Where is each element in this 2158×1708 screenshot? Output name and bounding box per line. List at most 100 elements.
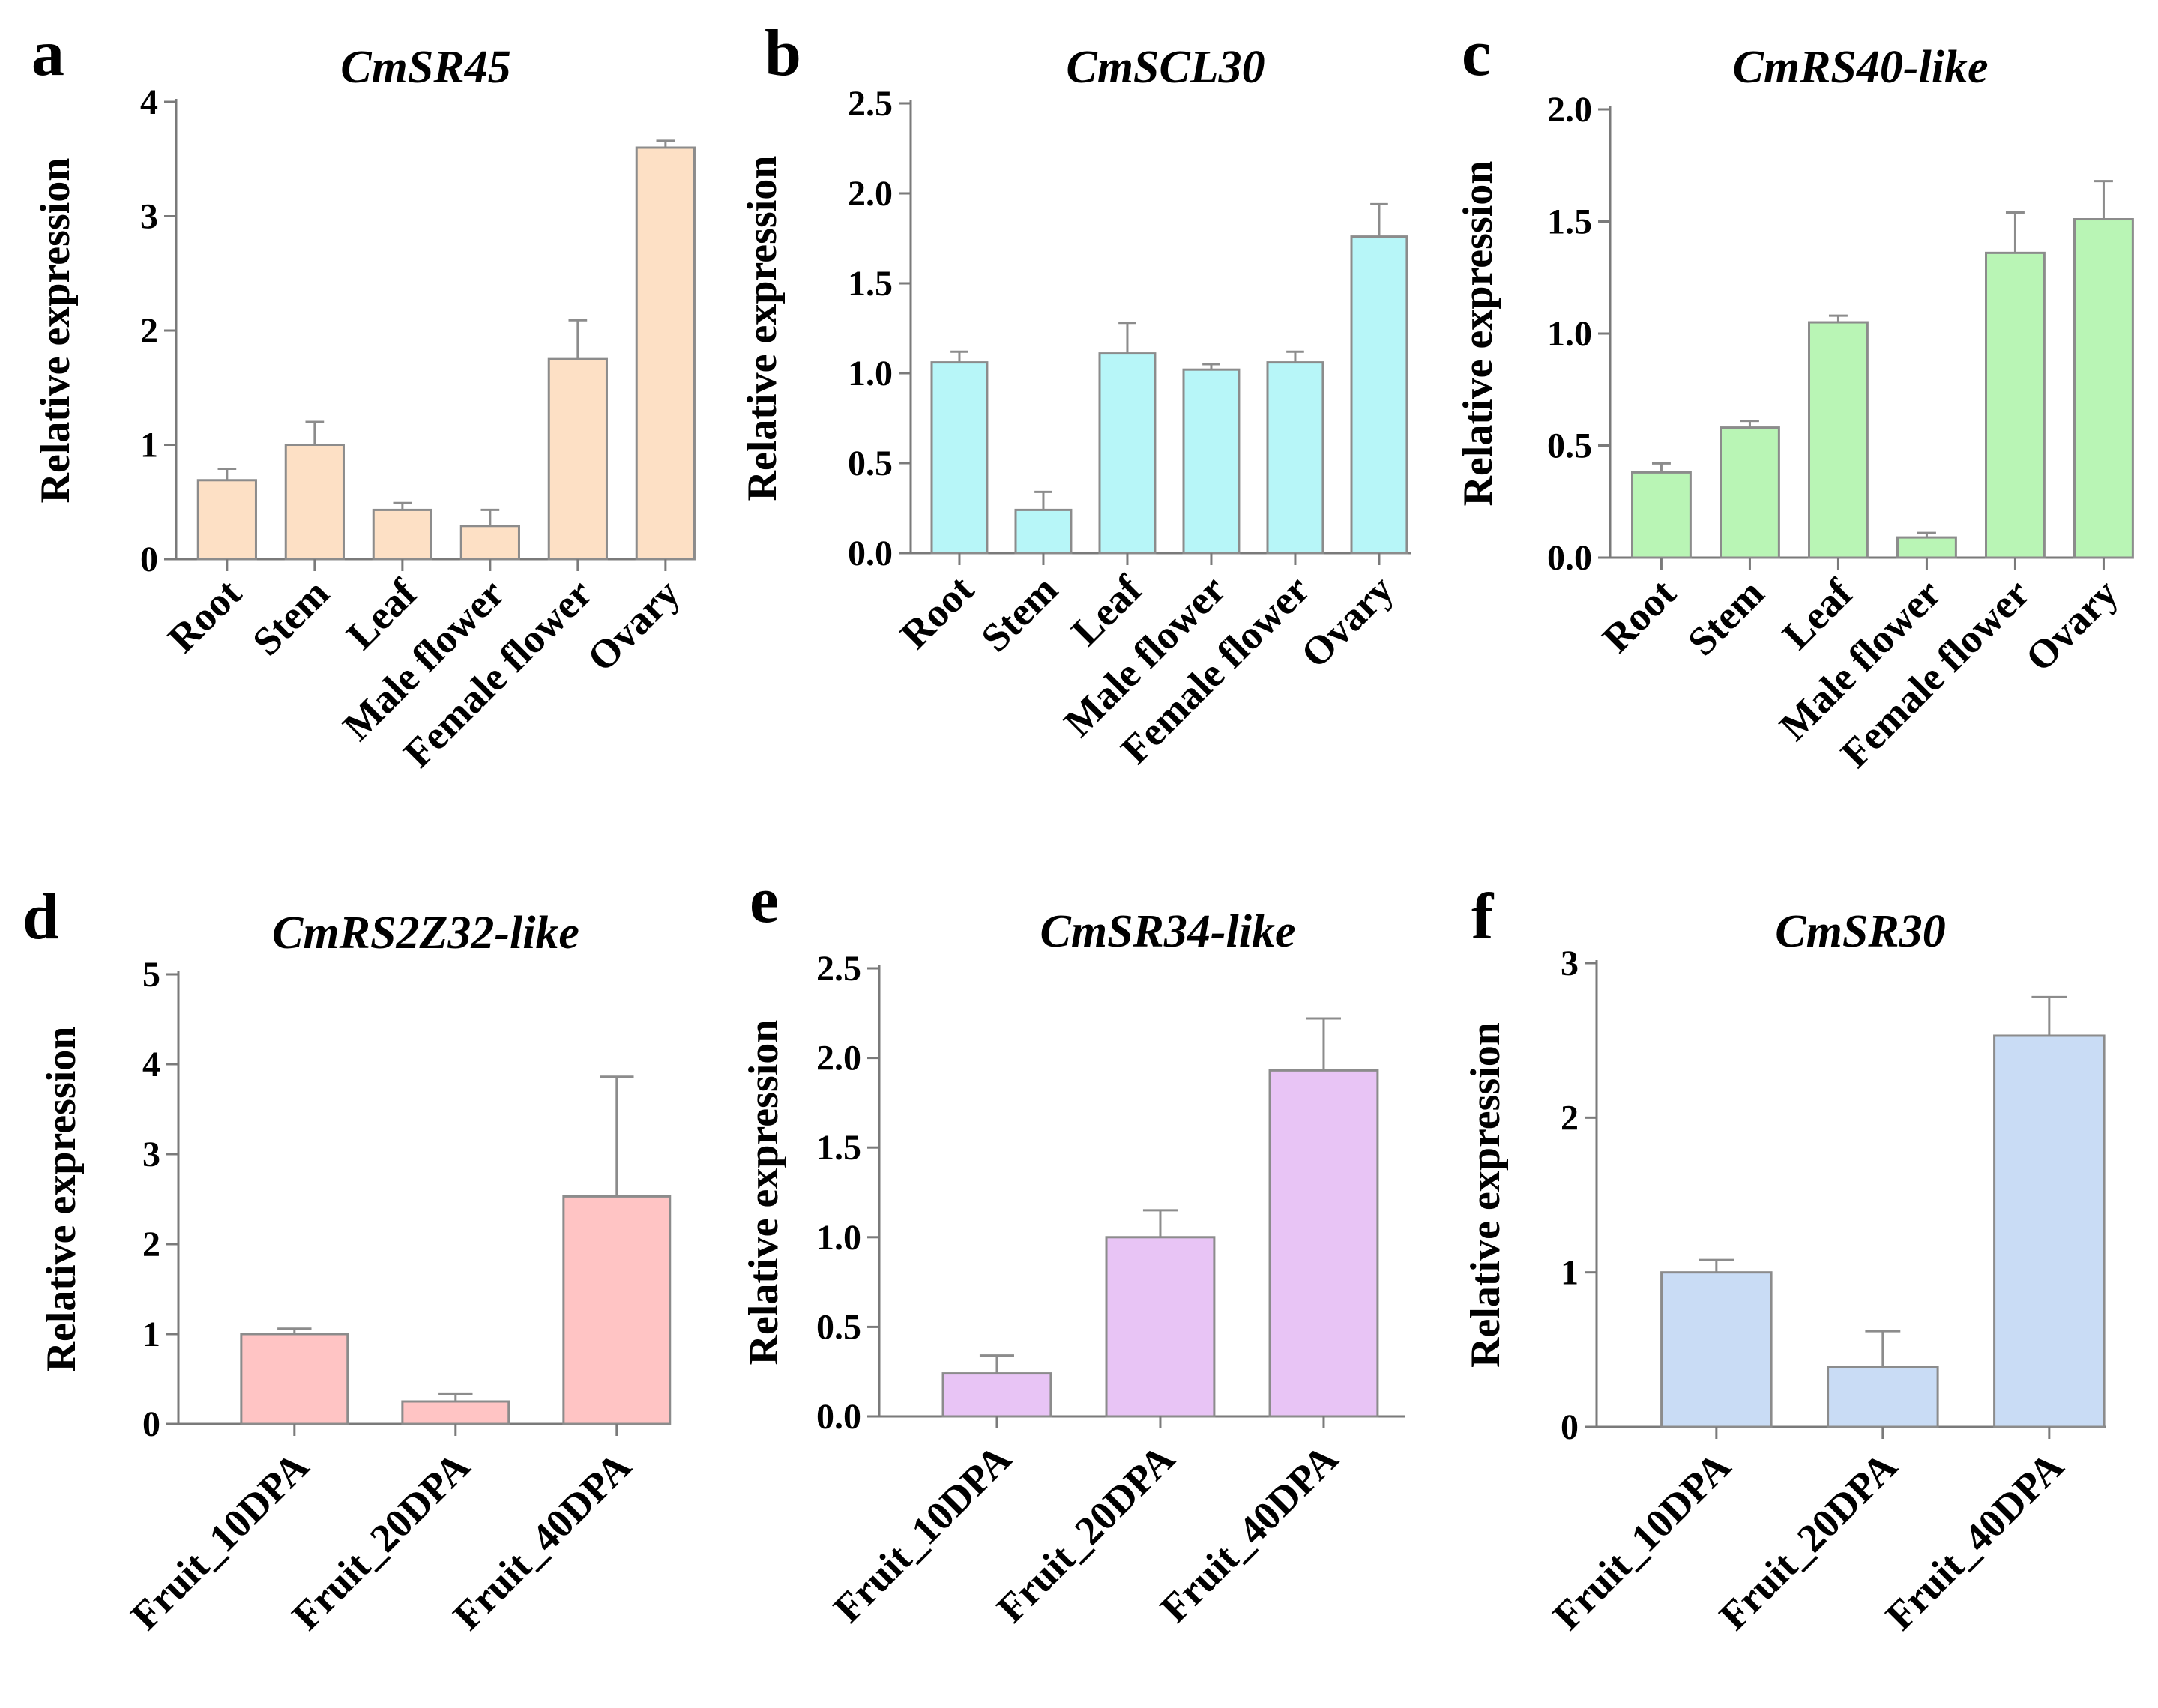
bar-stem — [1014, 508, 1073, 555]
error-bar — [656, 139, 675, 148]
bar-fruit-20dpa — [1827, 1366, 1939, 1428]
error-bar — [1118, 322, 1136, 354]
y-tick-label: 1.5 — [848, 264, 893, 304]
y-tick-label: 2 — [1561, 1098, 1579, 1138]
chart-title: CmRS2Z32-like — [272, 908, 579, 959]
chart-title: CmSR30 — [1775, 906, 1945, 957]
y-tick-label: 2 — [140, 311, 158, 351]
bar-fruit-10dpa — [941, 1372, 1052, 1418]
x-tick-label: Ovary — [1292, 567, 1402, 676]
bar-fruit-40dpa — [1268, 1069, 1379, 1418]
bar-leaf — [1098, 352, 1157, 555]
bar-female-flower — [547, 357, 608, 561]
y-tick-label: 3 — [142, 1135, 160, 1174]
bar-stem — [284, 444, 345, 561]
y-axis-label: Relative expression — [32, 158, 79, 504]
y-tick-label: 1.5 — [1547, 202, 1592, 242]
error-bar — [1142, 1209, 1178, 1237]
bar-ovary — [1350, 235, 1408, 555]
error-bar — [305, 420, 325, 445]
y-axis-label: Relative expression — [38, 1027, 85, 1372]
x-tick-label: Stem — [244, 570, 337, 664]
error-bar — [568, 319, 588, 360]
error-bar — [1202, 363, 1220, 370]
y-tick-label: 1 — [142, 1315, 160, 1354]
bar-fruit-40dpa — [562, 1195, 672, 1425]
bar-root — [196, 479, 257, 561]
y-tick-label: 2.0 — [1547, 90, 1592, 130]
y-tick-label: 2.0 — [816, 1039, 861, 1078]
error-bar — [1286, 350, 1304, 363]
x-tick-label: Stem — [1679, 570, 1773, 664]
error-bar — [2031, 995, 2067, 1036]
bar-female-flower — [1266, 361, 1324, 555]
bar-leaf — [372, 508, 432, 561]
y-tick-label: 1 — [140, 426, 158, 465]
x-tick-label: Ovary — [579, 570, 688, 680]
error-bar — [1651, 462, 1671, 473]
y-tick-label: 0.5 — [816, 1307, 861, 1347]
error-bar — [979, 1354, 1014, 1374]
y-tick-label: 0.0 — [1547, 538, 1592, 578]
y-tick-label: 0.5 — [1547, 426, 1592, 466]
bar-fruit-20dpa — [1105, 1236, 1216, 1418]
x-tick-label: Fruit_40DPA — [1151, 1436, 1346, 1631]
x-tick-label: Fruit_20DPA — [1711, 1443, 1905, 1638]
bar-ovary — [2073, 218, 2134, 559]
y-tick-label: 0.0 — [848, 534, 893, 573]
x-tick-label: Root — [892, 567, 983, 657]
x-tick-label: Root — [1594, 570, 1684, 661]
chart-title: CmSCL30 — [1066, 42, 1265, 93]
error-bar — [950, 350, 968, 363]
error-bar — [1370, 202, 1388, 237]
y-tick-label: 0.0 — [816, 1397, 861, 1437]
y-axis-label: Relative expression — [1462, 1022, 1509, 1368]
error-bar — [1699, 1258, 1734, 1273]
bar-male-flower — [1182, 368, 1241, 555]
y-tick-label: 2.5 — [816, 949, 861, 989]
panel-letter-e: e — [750, 864, 779, 937]
x-tick-label: Stem — [972, 567, 1066, 660]
y-tick-label: 1.0 — [816, 1218, 861, 1258]
y-tick-label: 1 — [1561, 1253, 1579, 1293]
bar-male-flower — [1896, 536, 1957, 559]
panel-f: f CmSR30 Relative expression 0 1 2 3 Fruit_10DP… — [1462, 881, 2106, 1638]
bar-stem — [1720, 426, 1780, 559]
x-tick-label: Root — [159, 570, 250, 661]
panel-b: b CmSCL30 Relative expression 0.0 0.5 1.0 1.5 2… — [739, 17, 1411, 773]
y-tick-label: 3 — [1561, 944, 1579, 983]
y-tick-label: 1.0 — [1547, 314, 1592, 354]
panel-c: c CmRS40-like Relative expression 0.0 0.5 1.0… — [1455, 17, 2134, 776]
error-bar — [1828, 314, 1848, 323]
error-bar — [438, 1392, 473, 1401]
y-tick-label: 1.0 — [848, 354, 893, 393]
bar-root — [930, 361, 989, 555]
panel-letter-d: d — [22, 881, 59, 953]
error-bar — [393, 501, 412, 510]
error-bar — [2005, 211, 2025, 253]
panel-letter-b: b — [765, 17, 801, 90]
y-tick-label: 2 — [142, 1225, 160, 1264]
chart-title: CmRS40-like — [1732, 42, 1988, 93]
error-bar — [2094, 180, 2113, 220]
error-bar — [1865, 1330, 1901, 1367]
y-tick-label: 2.0 — [848, 174, 893, 214]
bar-fruit-40dpa — [1993, 1034, 2106, 1428]
y-tick-label: 0 — [140, 540, 158, 579]
y-tick-label: 3 — [140, 197, 158, 237]
y-tick-label: 2.5 — [848, 84, 893, 124]
y-axis-label: Relative expression — [1455, 161, 1501, 507]
y-tick-label: 1.5 — [816, 1128, 861, 1168]
bar-male-flower — [459, 525, 520, 561]
error-bar — [217, 468, 237, 480]
bar-fruit-20dpa — [401, 1400, 510, 1425]
y-tick-label: 5 — [142, 955, 160, 995]
bar-fruit-10dpa — [1660, 1271, 1773, 1428]
error-bar — [1740, 420, 1759, 428]
bar-female-flower — [1985, 251, 2046, 559]
x-tick-label: Fruit_10DPA — [1544, 1443, 1739, 1638]
error-bar — [277, 1327, 312, 1334]
